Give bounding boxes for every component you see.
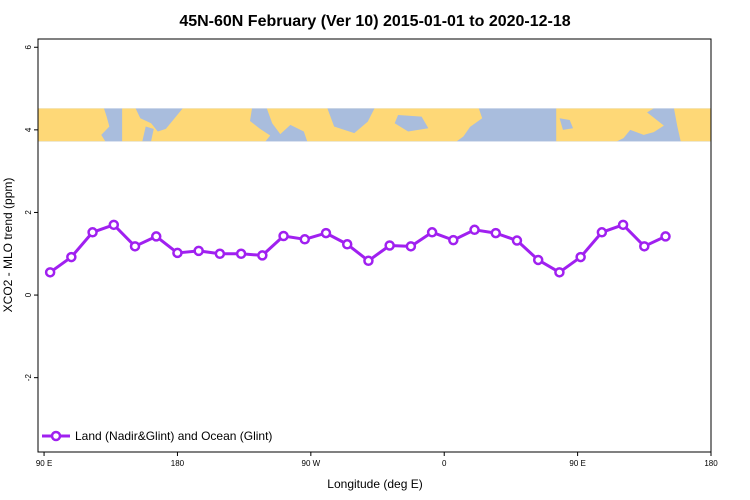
map-water [142,126,154,142]
x-tick-label: 0 [442,459,447,468]
x-tick-label: 90 W [302,459,321,468]
legend-marker [50,430,62,442]
data-point [129,241,141,252]
data-point [596,227,608,238]
legend-label: Land (Nadir&Glint) and Ocean (Glint) [75,429,272,443]
y-tick-label: 2 [24,210,33,215]
data-point [214,248,226,260]
data-point [299,234,311,245]
chart-title: 45N-60N February (Ver 10) 2015-01-01 to … [179,13,570,30]
y-tick-label: 0 [24,292,33,297]
x-tick-label: 180 [704,459,718,468]
x-tick-label: 180 [171,459,185,468]
data-point [44,267,56,278]
data-point [235,248,247,260]
data-point [257,250,268,261]
y-axis: -2 0 2 4 6 [24,44,38,381]
data-point [405,241,417,252]
data-point [87,227,98,238]
data-point [532,254,544,266]
map-land [38,108,711,142]
x-tick-label: 90 E [36,459,52,468]
series-line [49,223,667,274]
data-point [469,224,480,236]
map-landmass [556,108,664,142]
y-axis-label: XCO2 - MLO trend (ppm) [1,178,15,313]
legend: Land (Nadir&Glint) and Ocean (Glint) [42,429,272,443]
data-point [617,219,629,231]
series-layer [44,219,671,278]
map-landmass [266,108,510,142]
data-point [363,255,374,267]
world-map-strip [38,108,711,142]
data-point [150,231,162,242]
y-tick-label: -2 [24,374,33,382]
map-water [327,108,375,134]
map-landmass [122,108,271,142]
data-point [341,239,353,250]
map-landmass [673,108,711,142]
data-point [66,251,77,263]
map-water [394,114,429,132]
data-point [108,219,120,231]
data-point [639,241,650,252]
data-point [172,247,183,259]
data-point [511,235,523,246]
map-water [559,118,574,130]
data-point [384,240,395,251]
x-axis-label: Longitude (deg E) [327,477,422,491]
data-point [490,227,502,239]
data-point [575,251,586,263]
data-point [320,227,332,239]
data-point [278,230,289,242]
y-tick-label: 6 [24,44,33,49]
y-tick-label: 4 [24,127,33,132]
data-point [554,267,565,278]
x-axis: 90 E 180 90 W 0 90 E 180 [36,452,718,468]
x-tick-label: 90 E [569,459,585,468]
map-landmass [38,108,110,142]
data-point [660,231,671,242]
plot-frame [37,38,712,453]
data-point [448,234,459,246]
data-point [426,227,438,238]
data-point [193,245,204,257]
